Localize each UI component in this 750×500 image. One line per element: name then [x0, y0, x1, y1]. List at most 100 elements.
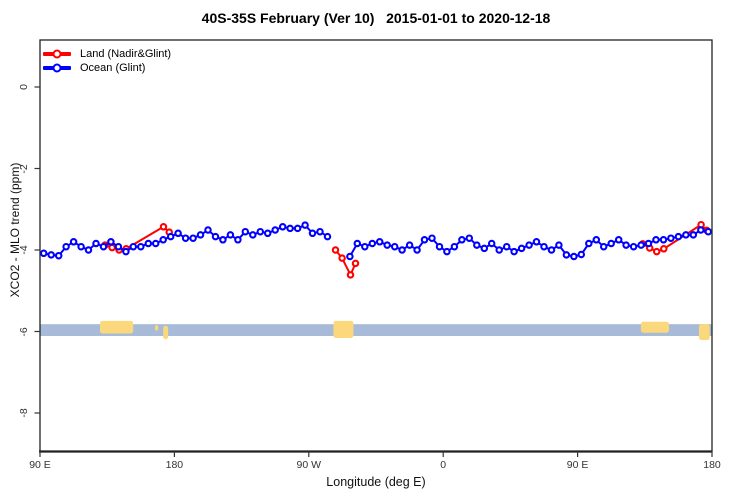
legend-label-land: Land (Nadir&Glint)	[80, 48, 172, 60]
ocean-data-point	[652, 236, 660, 244]
ocean-data-point	[570, 252, 578, 261]
ocean-data-point	[241, 227, 250, 236]
ocean-data-point	[480, 244, 489, 253]
ocean-data-point	[637, 241, 645, 249]
ocean-data-point	[682, 231, 690, 239]
map-strip-land-block	[699, 324, 710, 341]
ocean-data-point	[54, 251, 63, 260]
ocean-data-point	[517, 244, 526, 253]
map-strip-land-block	[163, 325, 169, 340]
ocean-data-point	[151, 239, 160, 248]
ocean-data-point	[249, 231, 257, 239]
ocean-data-point	[607, 239, 615, 248]
ocean-data-point	[689, 231, 698, 239]
ocean-data-point	[390, 242, 399, 251]
ocean-data-point	[84, 246, 93, 254]
ocean-data-point	[674, 232, 683, 241]
land-data-point	[660, 245, 668, 253]
ocean-data-point	[47, 251, 55, 259]
y-tick-label: 0	[18, 84, 30, 90]
x-tick-label: 90 E	[29, 459, 51, 471]
map-strip-ocean	[40, 324, 712, 336]
map-strip-land-block	[100, 320, 134, 334]
ocean-data-point	[622, 241, 630, 249]
ocean-data-point	[547, 246, 556, 254]
ocean-data-point	[502, 242, 511, 251]
ocean-data-point	[293, 224, 302, 233]
ocean-data-point	[263, 229, 272, 238]
ocean-data-point	[323, 232, 332, 241]
land-series-line	[334, 249, 357, 278]
ocean-data-point	[219, 236, 227, 244]
land-marker-icon	[52, 49, 62, 59]
ocean-data-point	[629, 242, 638, 251]
legend-item-ocean: Ocean (Glint)	[43, 61, 171, 75]
ocean-data-point	[211, 232, 220, 241]
ocean-data-point	[614, 236, 623, 244]
map-strip-land-block	[154, 324, 159, 331]
ocean-data-point	[420, 236, 429, 244]
ocean-data-point	[577, 250, 586, 259]
ocean-data-point	[383, 241, 391, 249]
map-strip-land-block	[640, 321, 669, 333]
x-tick-label: 90 E	[566, 459, 589, 471]
ocean-data-point	[644, 239, 653, 248]
map-strip-land-block	[333, 320, 354, 339]
legend: Land (Nadir&Glint) Ocean (Glint)	[43, 47, 171, 75]
ocean-marker-icon	[52, 63, 62, 73]
land-data-point	[108, 243, 116, 252]
ocean-data-point	[129, 242, 138, 251]
ocean-data-point	[659, 236, 668, 244]
ocean-data-point	[144, 239, 153, 248]
ocean-data-point	[465, 234, 474, 242]
land-data-point	[331, 246, 340, 254]
ocean-data-point	[361, 242, 369, 251]
ocean-data-point	[308, 229, 317, 238]
land-data-point	[351, 259, 360, 268]
ocean-data-point	[450, 242, 459, 251]
ocean-data-point	[555, 241, 563, 249]
ocean-data-point	[181, 234, 190, 242]
land-series-swatch-icon	[43, 49, 71, 59]
y-tick-label: -2	[18, 163, 30, 174]
ocean-data-point	[204, 226, 212, 234]
ocean-data-point	[375, 238, 384, 246]
ocean-data-point	[435, 242, 444, 251]
ocean-data-point	[697, 226, 705, 234]
ocean-data-point	[39, 249, 48, 258]
ocean-data-point	[368, 239, 377, 248]
ocean-data-point	[599, 242, 608, 251]
ocean-data-point	[114, 242, 123, 251]
ocean-data-point	[473, 241, 481, 249]
ocean-data-point	[405, 241, 414, 249]
ocean-data-point	[271, 226, 279, 234]
y-tick-label: -4	[18, 245, 30, 255]
ocean-data-point	[585, 239, 593, 248]
ocean-data-point	[301, 221, 309, 229]
ocean-data-point	[196, 231, 205, 239]
ocean-data-point	[69, 238, 78, 246]
x-tick-label: 0	[440, 459, 447, 471]
plot-box	[39, 39, 713, 453]
ocean-data-point	[353, 239, 362, 248]
ocean-data-point	[592, 236, 601, 244]
ocean-data-point	[92, 239, 100, 248]
ocean-series-swatch-icon	[43, 63, 71, 73]
ocean-data-point	[495, 246, 503, 254]
ocean-data-point	[189, 234, 197, 242]
ocean-data-point	[99, 242, 108, 251]
ocean-data-point	[562, 251, 571, 259]
ocean-data-point	[458, 236, 466, 244]
ocean-data-point	[107, 238, 115, 246]
y-tick-label: -6	[18, 326, 30, 337]
x-tick-label: 90 W	[296, 459, 322, 471]
ocean-data-point	[667, 234, 675, 242]
ocean-data-point	[62, 242, 70, 251]
ocean-data-point	[166, 232, 175, 241]
ocean-data-point	[137, 242, 145, 251]
ocean-data-point	[174, 229, 182, 238]
land-data-point	[652, 247, 661, 256]
ocean-data-point	[77, 242, 85, 251]
y-tick-label: -8	[18, 408, 30, 418]
